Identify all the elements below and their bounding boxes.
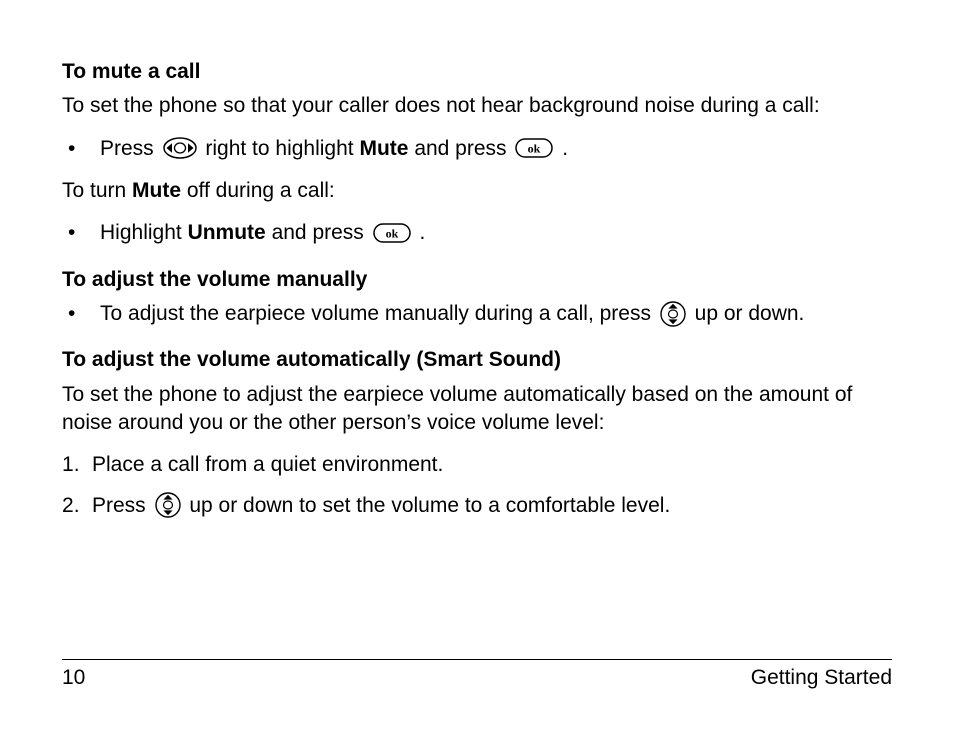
list-item: Highlight Unmute and press ok . [62,219,892,247]
text: right to highlight [205,137,359,160]
text: . [562,137,568,160]
bullet-list-mute-on: Press right to highlight Mute and press … [62,135,892,163]
heading-volume-auto: To adjust the volume automatically (Smar… [62,346,892,374]
text: Highlight [100,221,188,244]
text: . [419,221,425,244]
text: Place a call from a quiet environment. [92,453,443,476]
section-name: Getting Started [751,664,892,692]
nav-up-down-icon [660,301,686,327]
ok-button-icon: ok [373,223,411,243]
text-bold-mute: Mute [132,179,181,202]
text-bold-unmute: Unmute [188,221,266,244]
bullet-list-mute-off: Highlight Unmute and press ok . [62,219,892,247]
nav-left-right-icon [163,137,197,159]
paragraph-mute-off-intro: To turn Mute off during a call: [62,177,892,205]
text: and press [414,137,512,160]
text: up or down to set the volume to a comfor… [189,494,670,517]
text-bold-mute: Mute [359,137,408,160]
heading-mute: To mute a call [62,58,892,86]
heading-volume-manual: To adjust the volume manually [62,266,892,294]
text: off during a call: [181,179,335,202]
list-item: Press right to highlight Mute and press … [62,135,892,163]
ok-button-icon: ok [515,138,553,158]
text: To turn [62,179,132,202]
nav-up-down-icon [155,492,181,518]
paragraph-volume-auto-intro: To set the phone to adjust the earpiece … [62,381,892,438]
paragraph-mute-intro: To set the phone so that your caller doe… [62,92,892,120]
footer-rule [62,659,892,660]
svg-text:ok: ok [528,142,541,156]
text: and press [266,221,370,244]
text: up or down. [695,302,805,325]
list-item: To adjust the earpiece volume manually d… [62,300,892,328]
page-number: 10 [62,664,85,692]
page: To mute a call To set the phone so that … [0,0,954,738]
text: Press [100,137,160,160]
list-item: Press up or down to set the volume to a … [62,492,892,520]
text: To adjust the earpiece volume manually d… [100,302,657,325]
text: Press [92,494,152,517]
svg-text:ok: ok [385,226,398,240]
steps-list: Place a call from a quiet environment. P… [62,451,892,520]
list-item: Place a call from a quiet environment. [62,451,892,479]
bullet-list-volume-manual: To adjust the earpiece volume manually d… [62,300,892,328]
page-footer: 10 Getting Started [62,664,892,692]
